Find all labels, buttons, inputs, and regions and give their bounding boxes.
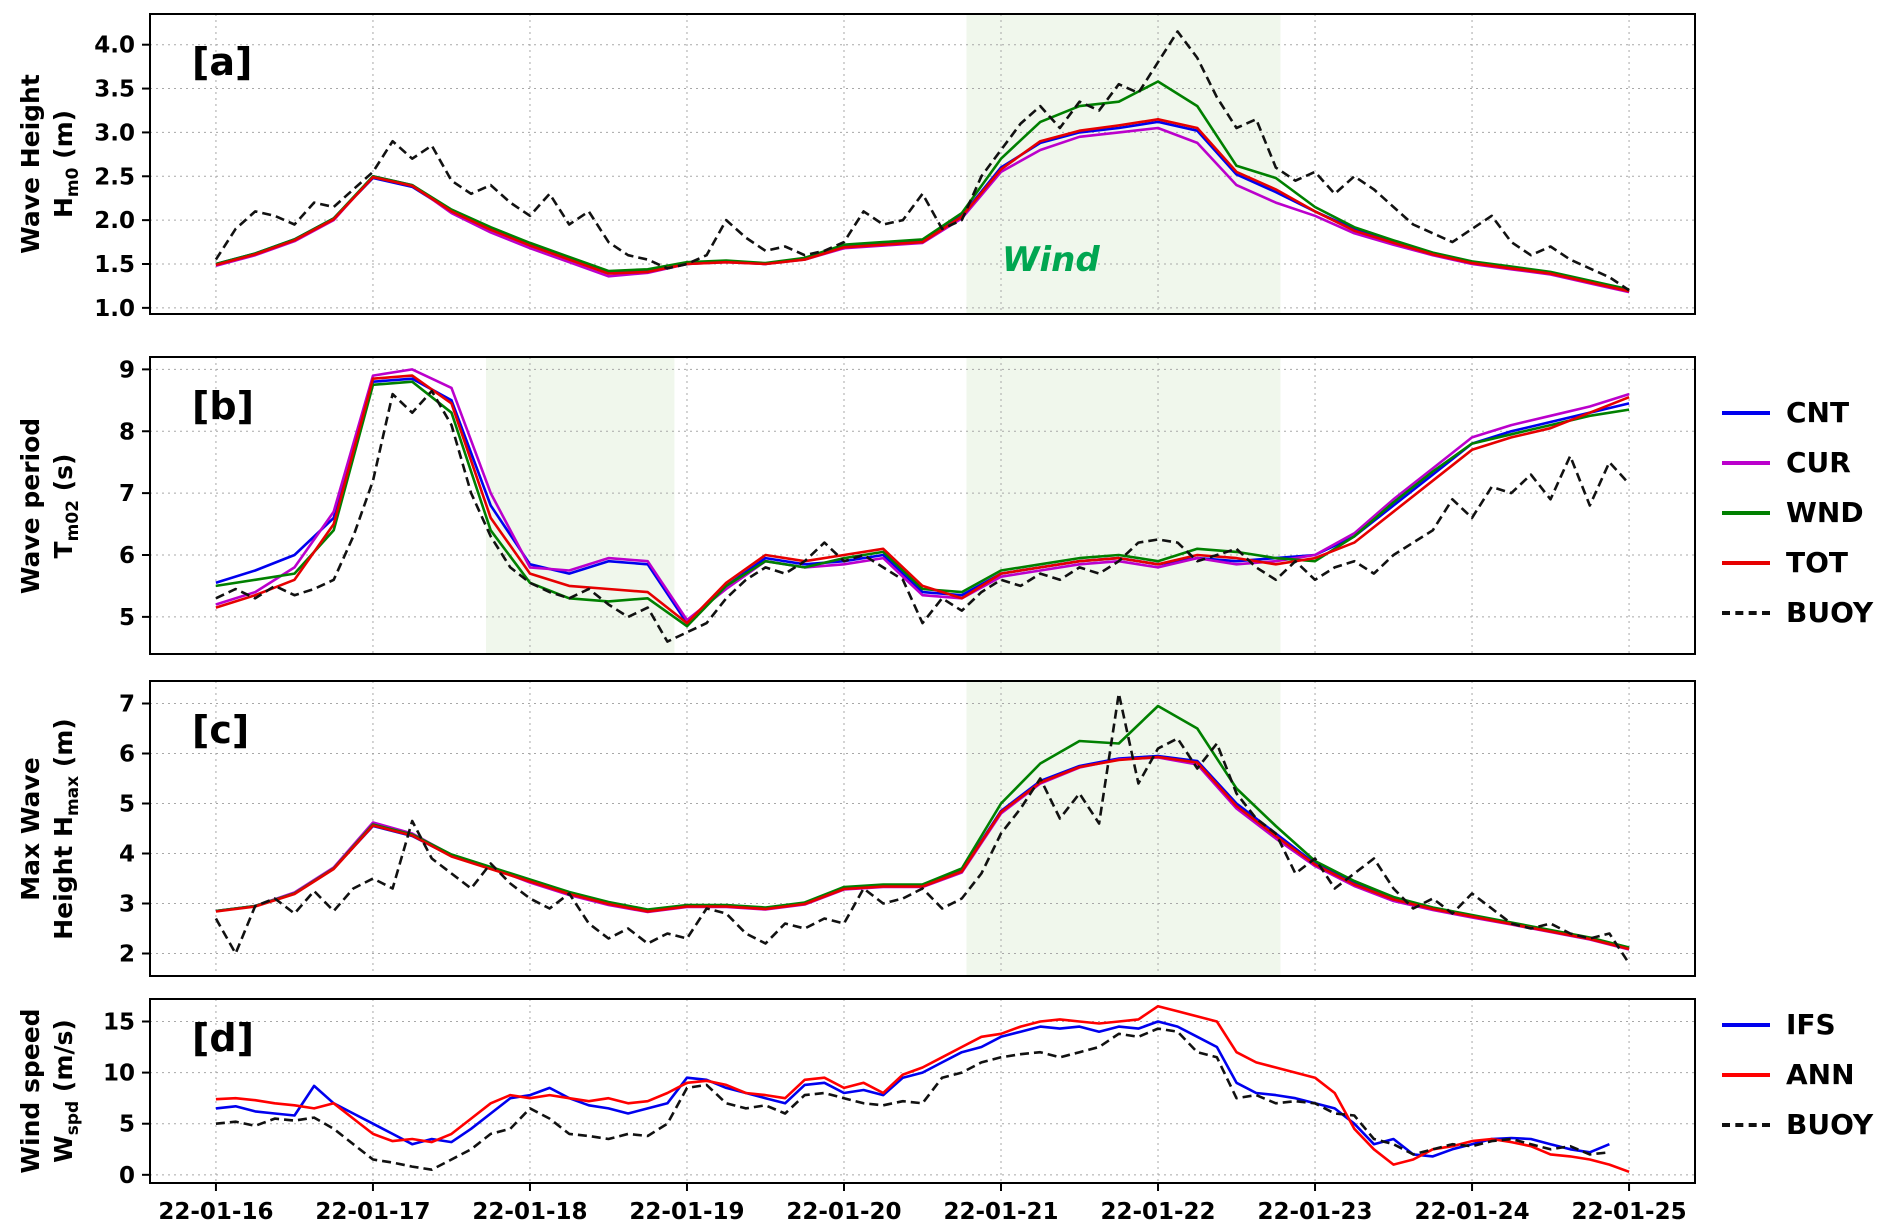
x-tick-label: 22-01-21 xyxy=(943,1199,1058,1225)
buoy-wind-label: BUOY xyxy=(1786,1108,1874,1141)
y-tick-label: 2.0 xyxy=(94,208,135,234)
y-tick-label: 0 xyxy=(119,1163,135,1189)
series-d-buoy xyxy=(215,1027,1610,1171)
y-tick-label: 9 xyxy=(119,357,135,383)
legend-models: CNT CUR WND TOT BUOY xyxy=(1722,396,1873,629)
series-b-wnd xyxy=(215,380,1630,628)
wnd-line-swatch xyxy=(1722,510,1770,515)
panel-tag-a: [a] xyxy=(192,40,253,84)
series-c-tot xyxy=(215,755,1630,951)
series-b-tot xyxy=(215,374,1630,625)
series-c-wnd xyxy=(215,704,1630,949)
y-tick-label: 6 xyxy=(119,543,135,569)
legend-item-cnt: CNT xyxy=(1722,396,1873,429)
y-tick-label: 2 xyxy=(119,942,135,968)
y-tick-label: 6 xyxy=(119,742,135,768)
y-tick-label: 3.0 xyxy=(94,120,135,146)
ann-line-swatch xyxy=(1722,1072,1770,1077)
y-axis-label-b: Wave period Tm02 (s) xyxy=(15,326,95,686)
y-tick-label: 5 xyxy=(119,1112,135,1138)
ylabel-b-line2: Tm02 (s) xyxy=(48,453,83,559)
buoy-line-swatch xyxy=(1722,610,1770,615)
x-tick-label: 22-01-18 xyxy=(472,1199,587,1225)
tot-label: TOT xyxy=(1786,546,1849,579)
series-a-buoy xyxy=(214,30,1630,292)
y-tick-label: 7 xyxy=(119,481,135,507)
ylabel-c-line2: Height Hmax (m) xyxy=(48,718,83,940)
y-tick-label: 7 xyxy=(119,692,135,718)
panel-tag-c: [c] xyxy=(192,708,250,752)
ylabel-d-line1: Wind speed xyxy=(16,1008,45,1174)
y-tick-label: 10 xyxy=(103,1061,135,1087)
ylabel-d-line2: Wspd (m/s) xyxy=(48,1019,83,1163)
buoy-wind-line-swatch xyxy=(1722,1122,1770,1127)
cur-line-swatch xyxy=(1722,460,1770,465)
y-axis-label-a: Wave Height Hm0 (m) xyxy=(15,0,95,344)
ylabel-a-line2: Hm0 (m) xyxy=(48,109,83,219)
legend-item-buoy: BUOY xyxy=(1722,596,1873,629)
series-a-wnd xyxy=(215,80,1630,291)
y-tick-label: 1.5 xyxy=(94,252,135,278)
x-tick-label: 22-01-19 xyxy=(629,1199,744,1225)
panel-tag-d: [d] xyxy=(192,1016,254,1060)
x-tick-label: 22-01-23 xyxy=(1257,1199,1372,1225)
series-b-buoy xyxy=(215,389,1631,643)
panel-tag-b: [b] xyxy=(192,384,254,428)
panel-c: 2 3 4 5 6 7 xyxy=(119,680,1696,977)
y-tick-label: 4.0 xyxy=(94,33,135,59)
series-d-ifs xyxy=(215,1020,1610,1158)
y-tick-label: 2.5 xyxy=(94,164,135,190)
y-tick-label: 15 xyxy=(103,1009,135,1035)
series-b-cnt xyxy=(215,377,1630,625)
legend-item-tot: TOT xyxy=(1722,546,1873,579)
y-tick-label: 3.5 xyxy=(94,77,135,103)
tot-line-swatch xyxy=(1722,560,1770,565)
panel-d: 0 5 10 15 22-01-16 22-01-17 22-01-18 22-01-19 22… xyxy=(103,998,1696,1225)
y-tick-label: 5 xyxy=(119,605,135,631)
series-b-cur xyxy=(215,368,1630,622)
x-tick-label: 22-01-20 xyxy=(786,1199,901,1225)
series-c-buoy xyxy=(214,692,1631,965)
panel-b: 5 6 7 8 9 xyxy=(119,356,1696,655)
y-tick-label: 5 xyxy=(119,792,135,818)
y-axis-label-d: Wind speed Wspd (m/s) xyxy=(15,911,95,1226)
series-a-tot xyxy=(215,118,1630,293)
panel-a: 1.0 1.5 2.0 2.5 3.0 3.5 4.0 xyxy=(94,13,1696,322)
ylabel-b-line1: Wave period xyxy=(16,417,45,595)
legend-item-ifs: IFS xyxy=(1722,1008,1873,1041)
y-tick-label: 8 xyxy=(119,419,135,445)
wind-annotation: Wind xyxy=(1002,240,1100,280)
ylabel-c-line1: Max Wave xyxy=(16,757,45,901)
cnt-label: CNT xyxy=(1786,396,1850,429)
series-d-ann xyxy=(215,1004,1630,1174)
x-tick-label: 22-01-16 xyxy=(158,1199,273,1225)
legend-item-ann: ANN xyxy=(1722,1058,1873,1091)
cur-label: CUR xyxy=(1786,446,1851,479)
cnt-line-swatch xyxy=(1722,410,1770,415)
x-tick-label: 22-01-17 xyxy=(315,1199,430,1225)
legend-item-wnd: WND xyxy=(1722,496,1873,529)
ylabel-a-line1: Wave Height xyxy=(16,74,45,254)
x-tick-label: 22-01-22 xyxy=(1100,1199,1215,1225)
ifs-line-swatch xyxy=(1722,1022,1770,1027)
ifs-label: IFS xyxy=(1786,1008,1836,1041)
legend-item-buoy-wind: BUOY xyxy=(1722,1108,1873,1141)
x-tick-label: 22-01-24 xyxy=(1414,1199,1529,1225)
legend-item-cur: CUR xyxy=(1722,446,1873,479)
shaded-region xyxy=(486,357,675,654)
x-tick-label: 22-01-25 xyxy=(1571,1199,1686,1225)
y-tick-label: 1.0 xyxy=(94,296,135,322)
shaded-region xyxy=(966,681,1281,976)
ann-label: ANN xyxy=(1786,1058,1855,1091)
wnd-label: WND xyxy=(1786,496,1864,529)
buoy-label: BUOY xyxy=(1786,596,1874,629)
legend-wind: IFS ANN BUOY xyxy=(1722,1008,1873,1141)
y-tick-label: 3 xyxy=(119,892,135,918)
y-tick-label: 4 xyxy=(119,842,135,868)
shaded-region xyxy=(966,357,1281,654)
